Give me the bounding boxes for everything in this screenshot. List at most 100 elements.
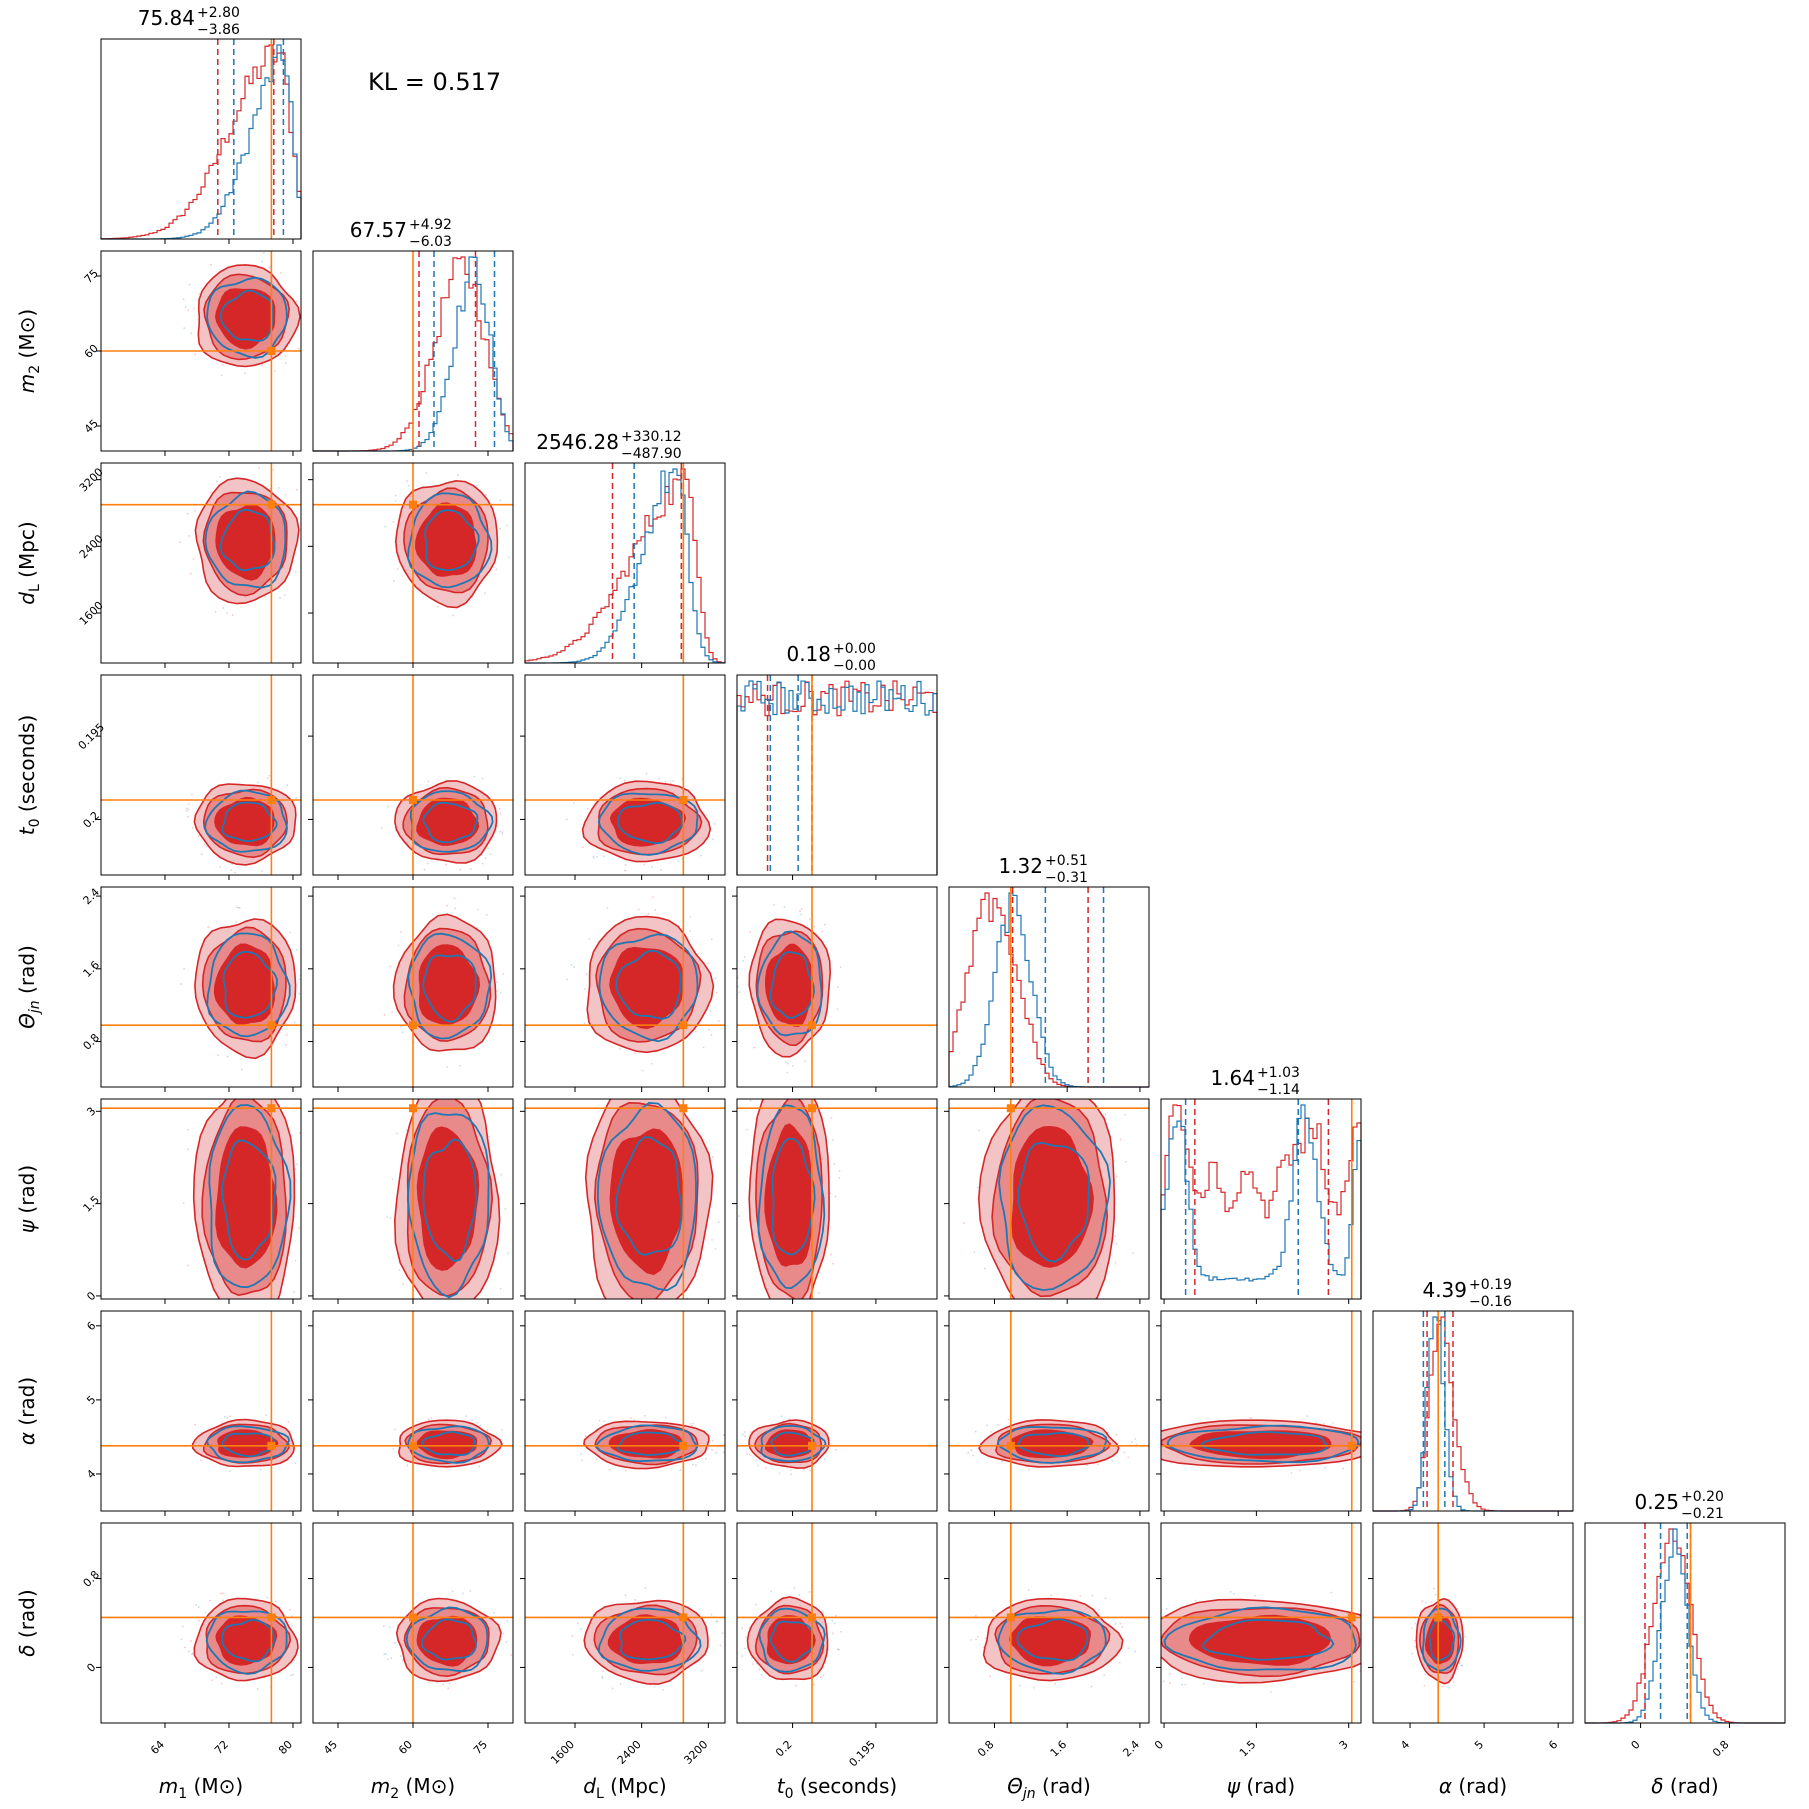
scatter-point bbox=[190, 332, 193, 335]
contour-b-outer bbox=[595, 1424, 698, 1463]
x-tick-label: 80 bbox=[276, 1738, 295, 1757]
scatter-point bbox=[741, 1627, 744, 1630]
scatter-point bbox=[673, 1332, 675, 1334]
scatter-point bbox=[1103, 1673, 1106, 1676]
scatter-point bbox=[426, 862, 429, 865]
scatter-point bbox=[180, 1638, 183, 1641]
scatter-point bbox=[1250, 1416, 1253, 1419]
scatter-point bbox=[499, 499, 502, 502]
scatter-point bbox=[634, 1599, 637, 1601]
truth-marker bbox=[409, 1613, 417, 1622]
scatter-point bbox=[268, 267, 271, 269]
scatter-point bbox=[698, 1608, 701, 1611]
contour-b-inner bbox=[1017, 1141, 1090, 1263]
pair-panel-5-4 bbox=[732, 886, 938, 1092]
panel-frame bbox=[1160, 1098, 1362, 1300]
scatter-point bbox=[823, 1458, 826, 1461]
scatter-point bbox=[689, 1423, 692, 1425]
y-tick-label: 3200 bbox=[77, 466, 106, 495]
scatter-point bbox=[501, 1429, 503, 1431]
panel-title-median-2: 67.57 bbox=[350, 218, 407, 242]
scatter-point bbox=[469, 1589, 472, 1592]
x-axis-label-6: ψ (rad) bbox=[1227, 1774, 1295, 1798]
scatter-point bbox=[496, 981, 499, 983]
scatter-point bbox=[1306, 1415, 1309, 1417]
scatter-point bbox=[689, 1092, 691, 1094]
truth-marker bbox=[679, 1613, 688, 1622]
contour-b-outer bbox=[756, 930, 823, 1037]
x-tick-label: 0 bbox=[1629, 1738, 1643, 1752]
scatter-point bbox=[284, 594, 286, 596]
scatter-point bbox=[287, 1621, 290, 1623]
scatter-point bbox=[710, 938, 713, 941]
scatter-point bbox=[289, 931, 292, 934]
panel-title-median-6: 1.64 bbox=[1210, 1066, 1255, 1090]
scatter-point bbox=[721, 1632, 724, 1635]
truth-marker bbox=[409, 500, 417, 509]
scatter-point bbox=[284, 362, 287, 364]
scatter-point bbox=[652, 896, 654, 899]
panel-frame bbox=[1160, 1310, 1362, 1512]
scatter-point bbox=[1115, 1242, 1118, 1245]
scatter-point bbox=[222, 607, 225, 609]
scatter-point bbox=[813, 1683, 815, 1686]
scatter-point bbox=[755, 1459, 758, 1462]
panel-frame bbox=[524, 674, 726, 876]
scatter-point bbox=[220, 374, 223, 377]
scatter-point bbox=[229, 1415, 232, 1418]
y-tick-label: 0.8 bbox=[81, 1568, 103, 1590]
contour-b-inner bbox=[1017, 1431, 1090, 1458]
scatter-point bbox=[805, 1081, 807, 1083]
scatter-point bbox=[1143, 1644, 1145, 1646]
scatter-point bbox=[830, 1117, 833, 1119]
scatter-point bbox=[1441, 1685, 1444, 1688]
contour-b-inner bbox=[222, 950, 278, 1019]
scatter-point bbox=[230, 869, 233, 871]
scatter-point bbox=[1413, 1640, 1416, 1642]
scatter-point bbox=[836, 1648, 839, 1651]
y-axis-label-2: m2 (M⊙) bbox=[15, 309, 43, 393]
scatter-point bbox=[384, 525, 387, 528]
contour-b-inner bbox=[619, 1618, 687, 1661]
scatter-point bbox=[1027, 1589, 1030, 1592]
scatter-point bbox=[192, 557, 195, 560]
scatter-point bbox=[840, 1630, 842, 1633]
scatter-point bbox=[185, 807, 188, 810]
truth-marker bbox=[1434, 1613, 1443, 1622]
scatter-point bbox=[580, 1628, 582, 1631]
scatter-point bbox=[1229, 1591, 1232, 1593]
truth-marker bbox=[267, 1021, 276, 1030]
pair-panel-6-5 bbox=[944, 1090, 1150, 1304]
scatter-point bbox=[801, 1319, 803, 1321]
scatter-point bbox=[619, 1683, 622, 1685]
y-axis-label-8: δ (rad) bbox=[15, 1589, 39, 1656]
scatter-point bbox=[392, 579, 395, 582]
scatter-point bbox=[601, 1677, 604, 1680]
scatter-point bbox=[488, 1135, 491, 1138]
scatter-point bbox=[645, 772, 648, 775]
scatter-point bbox=[635, 1055, 637, 1057]
scatter-point bbox=[793, 1586, 796, 1589]
scatter-point bbox=[714, 1248, 717, 1250]
scatter-point bbox=[829, 1192, 832, 1195]
scatter-point bbox=[1323, 1423, 1325, 1425]
scatter-point bbox=[650, 1062, 653, 1065]
scatter-point bbox=[717, 1221, 720, 1224]
scatter-point bbox=[272, 468, 275, 471]
scatter-point bbox=[1063, 1090, 1065, 1092]
pair-panel-8-3 bbox=[520, 1522, 726, 1728]
scatter-point bbox=[1162, 1680, 1165, 1683]
contour-a-inner bbox=[766, 1615, 816, 1665]
scatter-point bbox=[499, 812, 502, 815]
diag-panel-2: 67.57 +4.92−6.03 bbox=[312, 217, 514, 456]
scatter-point bbox=[393, 1641, 396, 1644]
scatter-point bbox=[1091, 1594, 1094, 1597]
scatter-point bbox=[431, 1315, 433, 1317]
scatter-point bbox=[624, 1469, 627, 1472]
scatter-point bbox=[197, 1606, 200, 1608]
pair-panel-3-2 bbox=[308, 462, 514, 668]
y-tick-label: 75 bbox=[82, 267, 101, 286]
scatter-point bbox=[758, 1668, 761, 1671]
scatter-point bbox=[1168, 1682, 1171, 1684]
